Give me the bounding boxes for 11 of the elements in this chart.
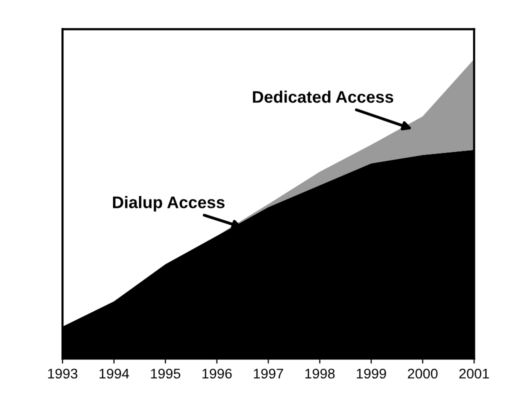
x-tick-label: 2001 <box>459 368 489 379</box>
x-tick-label: 1998 <box>305 368 335 379</box>
x-tick-label: 1994 <box>100 368 130 379</box>
series-label: Dialup Access <box>113 196 225 212</box>
x-tick-label: 1995 <box>151 368 180 379</box>
x-tick-label: 1999 <box>356 368 386 379</box>
x-tick-label: 1993 <box>48 368 78 379</box>
series-label: Dedicated Access <box>252 90 394 103</box>
x-tick-label: 1996 <box>202 368 232 379</box>
x-tick-label: 1997 <box>254 368 284 379</box>
x-tick-label: 2000 <box>408 368 438 379</box>
